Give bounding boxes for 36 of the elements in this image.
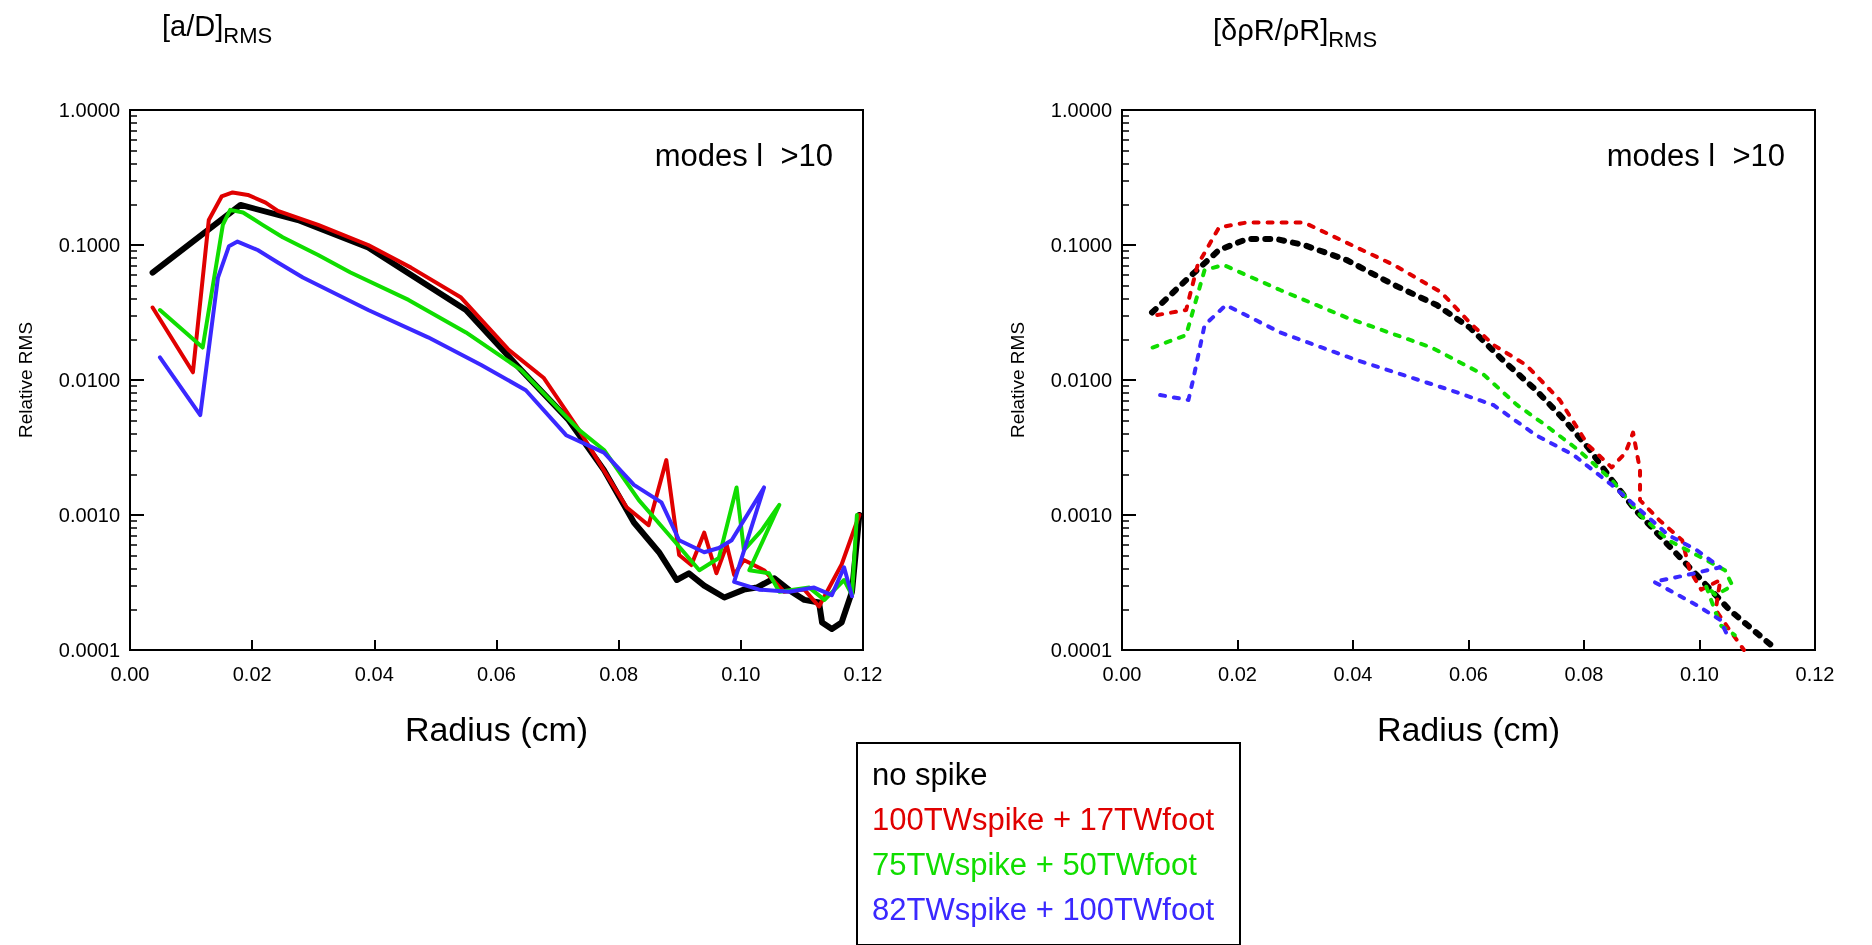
x-tick-label: 0.00: [110, 663, 150, 685]
y-tick-label: 1.0000: [58, 99, 120, 121]
x-axis-title: Radius (cm): [404, 710, 589, 748]
x-tick-label: 0.12: [843, 663, 883, 685]
text: 100TWspike + 17TWfoot: [872, 802, 1215, 837]
x-tick-label: 0.04: [354, 663, 394, 685]
x-tick-label: 0.02: [232, 663, 272, 685]
y-axis-title: Relative RMS: [15, 321, 36, 439]
x-tick-label: 0.12: [1795, 663, 1835, 685]
text: no spike: [872, 757, 988, 792]
chart-title: [δρR/ρR]$_{RMS}$: [1213, 14, 1378, 53]
chart-title: [a/D]$_{RMS}$: [162, 10, 273, 49]
y-tick-label: 0.0010: [1050, 504, 1112, 526]
text: 82TWspike + 100TWfoot: [872, 892, 1215, 927]
x-tick-label: 0.04: [1333, 663, 1373, 685]
y-tick-label: 0.0001: [1050, 639, 1112, 661]
y-tick-label: 0.0100: [58, 369, 120, 391]
annotation: modes l >10: [1606, 138, 1785, 173]
x-tick-label: 0.06: [477, 663, 516, 685]
x-tick-label: 0.08: [599, 663, 639, 685]
x-tick-label: 0.10: [1680, 663, 1719, 685]
y-tick-label: 1.0000: [1050, 99, 1112, 121]
x-tick-label: 0.10: [721, 663, 761, 685]
y-tick-label: 0.0001: [58, 639, 120, 661]
y-tick-label: 0.0100: [1050, 369, 1112, 391]
x-tick-label: 0.00: [1102, 663, 1142, 685]
x-tick-label: 0.02: [1218, 663, 1257, 685]
x-tick-label: 0.08: [1564, 663, 1604, 685]
y-tick-label: 0.1000: [1050, 234, 1112, 256]
y-axis-title: Relative RMS: [1007, 321, 1028, 439]
x-axis-title: Radius (cm): [1376, 710, 1561, 748]
y-tick-label: 0.1000: [58, 234, 120, 256]
x-tick-label: 0.06: [1449, 663, 1488, 685]
y-tick-label: 0.0010: [58, 504, 120, 526]
annotation: modes l >10: [654, 138, 833, 173]
text: 75TWspike + 50TWfoot: [872, 847, 1198, 882]
